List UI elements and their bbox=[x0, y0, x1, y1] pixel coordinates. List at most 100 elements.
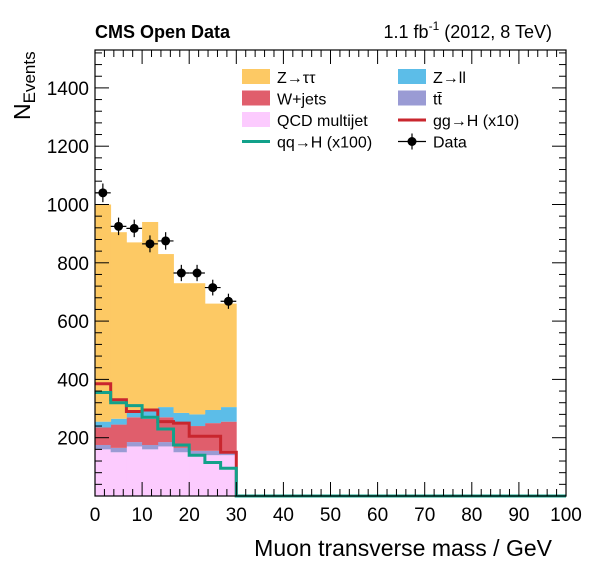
data-marker-1 bbox=[114, 221, 124, 231]
legend-swatch-w-jets bbox=[242, 90, 270, 106]
x-tick-label-40: 40 bbox=[273, 505, 294, 526]
legend: Z→ττ W+jets QCD multijet qq→H (x100) Z→ll tt̄… bbox=[242, 69, 519, 152]
bar-z-4 bbox=[157, 254, 174, 408]
bar-qcd-multijet-8 bbox=[220, 455, 237, 496]
x-tick-label-50: 50 bbox=[320, 505, 341, 526]
x-tick-label-0: 0 bbox=[90, 505, 101, 526]
legend-item-tt: tt̄ bbox=[398, 90, 442, 109]
bar-z-0 bbox=[95, 204, 112, 422]
legend-label-data: Data bbox=[433, 135, 467, 152]
bar-qcd-multijet-6 bbox=[189, 455, 206, 496]
bar-w-jets-0 bbox=[95, 427, 112, 445]
data-marker-6 bbox=[192, 268, 202, 278]
x-axis-title: Muon transverse mass / GeV bbox=[254, 535, 552, 561]
legend-item-z-ll: Z→ll bbox=[398, 69, 466, 87]
bar-qcd-multijet-1 bbox=[110, 452, 127, 496]
bar-qcd-multijet-4 bbox=[157, 446, 174, 496]
legend-label-w-jets: W+jets bbox=[277, 92, 326, 109]
x-tick-label-60: 60 bbox=[367, 505, 388, 526]
bar-qcd-multijet-5 bbox=[173, 452, 190, 496]
bar-tt-3 bbox=[142, 444, 159, 450]
line-gg-h-x10 bbox=[95, 382, 566, 498]
bar-z-5 bbox=[173, 283, 190, 413]
y-tick-label-800: 800 bbox=[57, 254, 89, 275]
x-tick-label-20: 20 bbox=[179, 505, 200, 526]
bar-z-ll-0 bbox=[95, 421, 112, 428]
legend-item-gg-h-x10: gg→H (x10) bbox=[398, 113, 519, 130]
data-point-8 bbox=[220, 293, 237, 309]
bar-qcd-multijet-3 bbox=[142, 449, 159, 496]
bar-tt-0 bbox=[95, 444, 112, 450]
bar-z-7 bbox=[204, 303, 222, 411]
axis-ticks: 0 10 20 30 40 50 60 70 80 90 100 200 400 600 800 1000 12… bbox=[47, 50, 582, 526]
y-tick-label-1000: 1000 bbox=[47, 195, 89, 216]
bar-w-jets-3 bbox=[142, 418, 159, 445]
bar-tt-1 bbox=[110, 447, 127, 453]
x-tick-label-70: 70 bbox=[414, 505, 435, 526]
data-marker-5 bbox=[176, 268, 186, 278]
signal-overlays bbox=[95, 382, 566, 498]
data-marker-2 bbox=[129, 223, 139, 233]
bar-qcd-multijet-2 bbox=[126, 446, 143, 496]
data-marker-0 bbox=[98, 188, 108, 198]
bar-w-jets-6 bbox=[189, 426, 206, 451]
legend-swatch-qcd-multijet bbox=[242, 112, 270, 127]
bar-tt-6 bbox=[189, 450, 206, 456]
y-tick-label-200: 200 bbox=[57, 429, 89, 450]
data-points bbox=[95, 183, 237, 309]
bar-tt-2 bbox=[126, 442, 143, 447]
bar-z-ll-8 bbox=[220, 407, 237, 422]
data-marker-3 bbox=[145, 239, 155, 249]
data-point-1 bbox=[110, 217, 127, 236]
legend-label-qq-h-x100: qq→H (x100) bbox=[277, 135, 372, 152]
legend-label-z: Z→ττ bbox=[277, 70, 316, 87]
x-tick-label-100: 100 bbox=[550, 505, 582, 526]
bar-tt-7 bbox=[204, 450, 222, 456]
bar-z-6 bbox=[189, 283, 206, 415]
y-tick-label-1400: 1400 bbox=[47, 79, 89, 100]
legend-swatch-tt bbox=[398, 90, 426, 106]
legend-item-z: Z→ττ bbox=[242, 69, 316, 87]
stack-bars bbox=[95, 204, 237, 496]
data-point-3 bbox=[142, 235, 158, 253]
x-tick-label-10: 10 bbox=[132, 505, 153, 526]
legend-swatch-z bbox=[242, 69, 270, 84]
bar-z-ll-5 bbox=[173, 412, 190, 424]
bar-z-2 bbox=[126, 242, 143, 411]
legend-item-data: Data bbox=[398, 133, 467, 152]
x-tick-label-90: 90 bbox=[508, 505, 529, 526]
bar-z-ll-1 bbox=[110, 418, 127, 425]
legend-swatch-z-ll bbox=[398, 69, 426, 84]
data-point-5 bbox=[173, 264, 190, 282]
bar-z-1 bbox=[110, 232, 127, 419]
line-qq-h-x100 bbox=[95, 391, 566, 498]
bar-qcd-multijet-7 bbox=[204, 455, 222, 496]
bar-z-ll-6 bbox=[189, 414, 206, 427]
data-point-7 bbox=[204, 279, 221, 296]
bar-z-8 bbox=[220, 303, 237, 408]
bar-z-3 bbox=[142, 221, 159, 412]
legend-item-qq-h-x100: qq→H (x100) bbox=[242, 135, 372, 152]
bar-z-ll-3 bbox=[142, 411, 159, 419]
y-tick-label-600: 600 bbox=[57, 312, 89, 333]
bar-w-jets-2 bbox=[126, 417, 143, 443]
bar-w-jets-8 bbox=[220, 421, 237, 451]
bar-tt-4 bbox=[157, 442, 174, 447]
header-experiment: CMS Open Data bbox=[95, 22, 231, 42]
legend-label-z-ll: Z→ll bbox=[433, 70, 466, 87]
bar-tt-5 bbox=[173, 447, 190, 453]
y-axis-title: NEvents bbox=[9, 51, 39, 120]
bar-z-ll-4 bbox=[157, 407, 174, 418]
data-point-2 bbox=[126, 219, 143, 238]
legend-label-gg-h-x10: gg→H (x10) bbox=[433, 113, 519, 130]
data-marker-4 bbox=[161, 236, 171, 246]
x-tick-label-80: 80 bbox=[461, 505, 482, 526]
y-tick-label-400: 400 bbox=[57, 370, 89, 391]
bar-w-jets-1 bbox=[110, 424, 127, 448]
header-lumi-prefix: 1.1 fb bbox=[384, 22, 429, 42]
x-tick-label-30: 30 bbox=[226, 505, 247, 526]
data-point-6 bbox=[189, 264, 205, 282]
header-lumi-sup: -1 bbox=[429, 19, 440, 33]
legend-label-qcd-multijet: QCD multijet bbox=[277, 113, 368, 130]
